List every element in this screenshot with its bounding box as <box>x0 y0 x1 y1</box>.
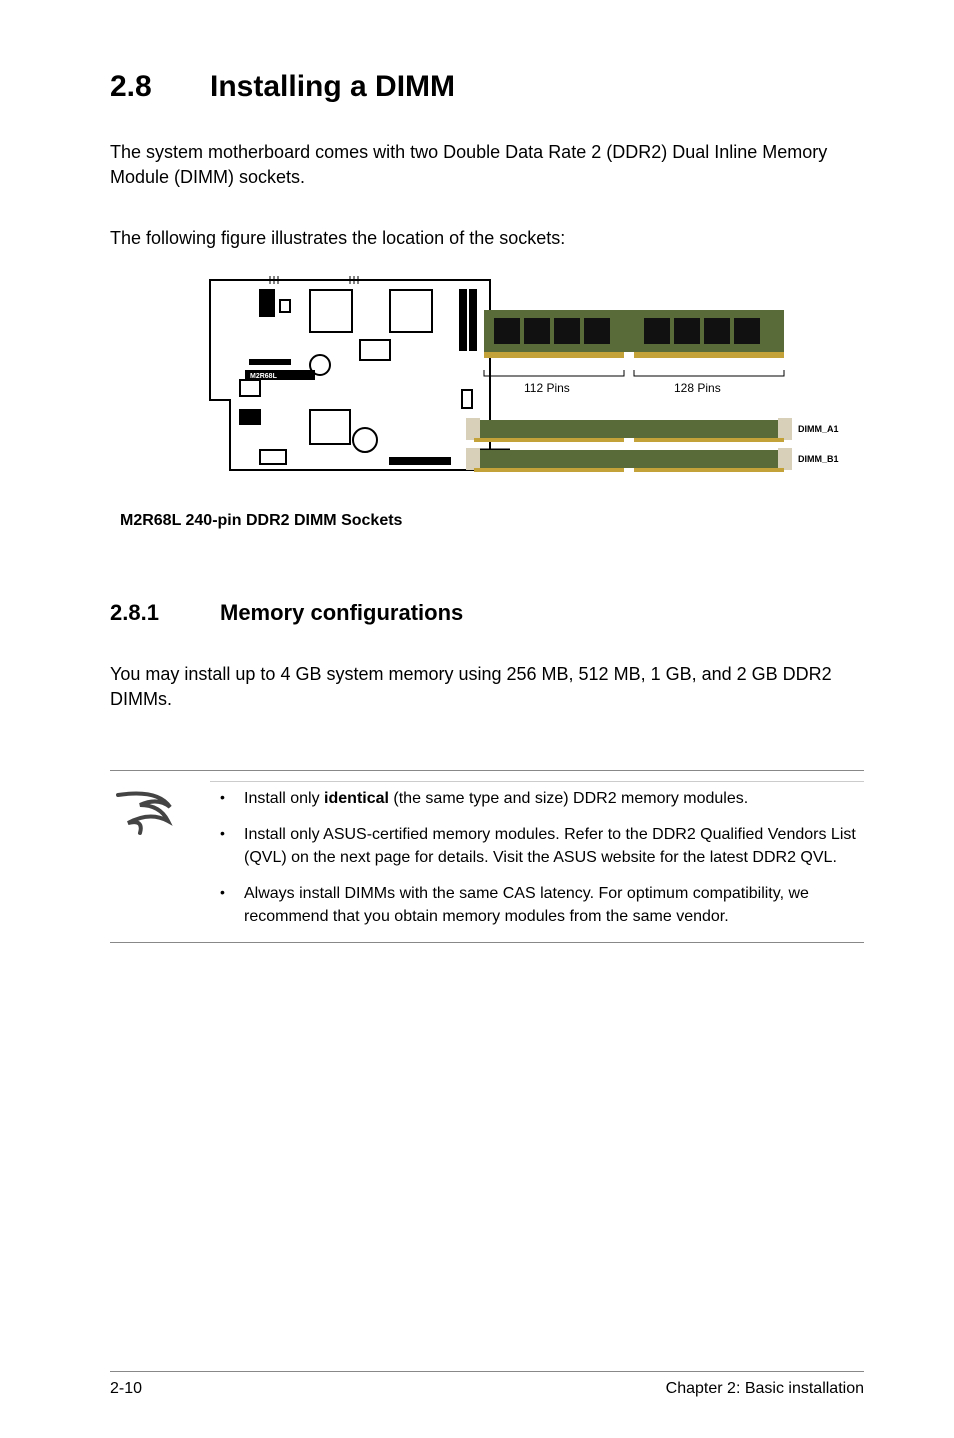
note-list: Install only identical (the same type an… <box>210 788 864 928</box>
pins-left-label: 112 Pins <box>524 381 570 395</box>
board-label-text: M2R68L <box>250 373 278 380</box>
footer-page-number: 2-10 <box>110 1380 142 1398</box>
note-block: Install only identical (the same type an… <box>110 770 864 943</box>
page-footer: 2-10 Chapter 2: Basic installation <box>110 1371 864 1398</box>
section-title: Installing a DIMM <box>210 70 455 104</box>
note1-pre: Install only <box>244 790 324 807</box>
intro-paragraph-2: The following figure illustrates the loc… <box>110 226 864 251</box>
dimm-a-label: DIMM_A1 <box>798 424 839 434</box>
note1-post: (the same type and size) DDR2 memory mod… <box>389 790 748 807</box>
note-item-1: Install only identical (the same type an… <box>210 788 864 810</box>
subsection-title: Memory configurations <box>220 600 463 626</box>
section-number: 2.8 <box>110 70 210 104</box>
motherboard-diagram: M2R68L <box>190 270 510 500</box>
dimm-b-label: DIMM_B1 <box>798 454 839 464</box>
subsection-heading: 2.8.1 Memory configurations <box>110 600 864 626</box>
figure-caption: M2R68L 240-pin DDR2 DIMM Sockets <box>120 512 402 530</box>
note-item-2: Install only ASUS-certified memory modul… <box>210 824 864 869</box>
subsection-paragraph: You may install up to 4 GB system memory… <box>110 662 864 712</box>
note1-bold: identical <box>324 790 389 807</box>
note-icon-column <box>110 781 210 932</box>
subsection-number: 2.8.1 <box>110 600 220 626</box>
pins-right-label: 128 Pins <box>674 381 721 395</box>
section-heading: 2.8 Installing a DIMM <box>110 70 864 104</box>
note-item-3: Always install DIMMs with the same CAS l… <box>210 883 864 928</box>
intro-paragraph-1: The system motherboard comes with two Do… <box>110 140 864 190</box>
dimm-illustration: 112 Pins 128 Pins DIMM_A1 DIMM_B1 <box>464 300 844 490</box>
footer-chapter: Chapter 2: Basic installation <box>666 1380 864 1398</box>
figure: M2R68L <box>110 270 864 530</box>
note-icon <box>110 787 180 837</box>
